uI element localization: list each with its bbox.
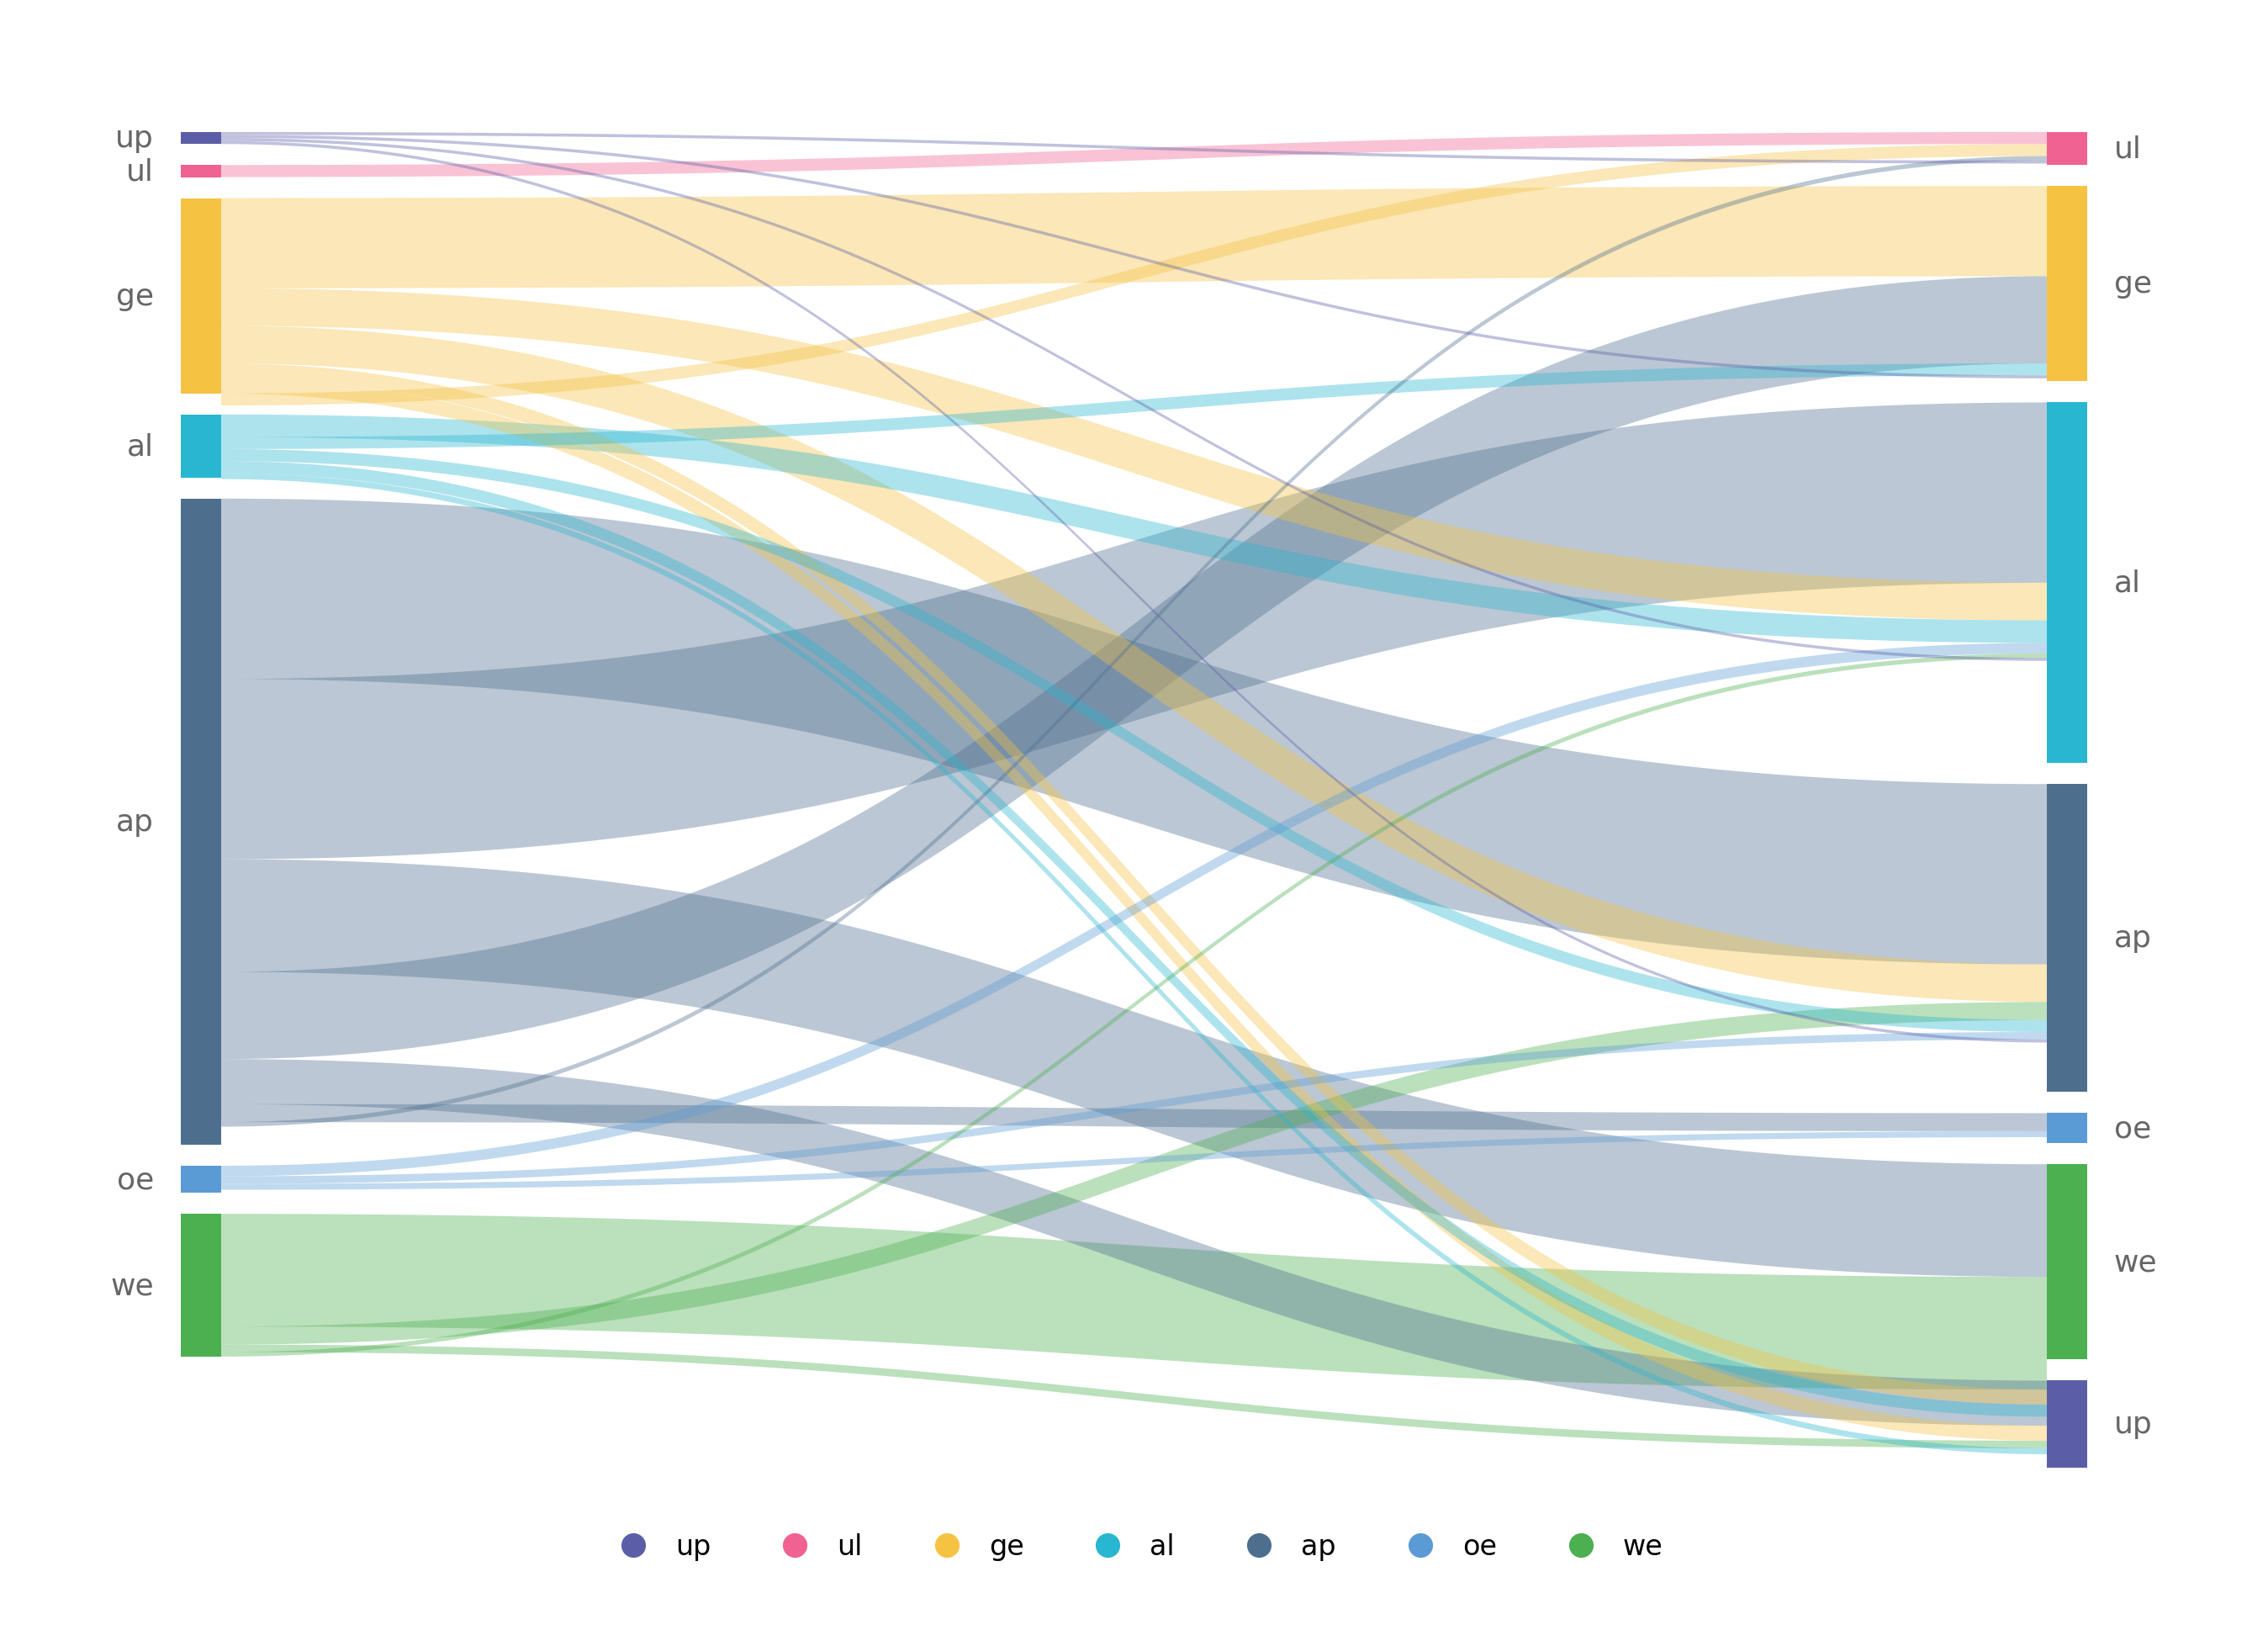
Bar (2046, 1164, 2087, 1360)
Text: we: we (111, 1271, 154, 1300)
Text: ul: ul (2114, 135, 2141, 163)
Polygon shape (222, 133, 2046, 165)
Polygon shape (222, 1060, 2046, 1425)
Text: al: al (2114, 570, 2141, 597)
Text: ap: ap (2114, 923, 2152, 953)
Polygon shape (222, 364, 2046, 449)
Polygon shape (222, 859, 2046, 1277)
Polygon shape (222, 1215, 2046, 1389)
Bar (2046, 186, 2087, 382)
Bar (181, 166, 222, 178)
Text: oe: oe (116, 1165, 154, 1193)
Text: oe: oe (2114, 1114, 2152, 1142)
Polygon shape (222, 379, 2046, 1440)
Polygon shape (222, 415, 2046, 644)
Text: up: up (116, 125, 154, 153)
Polygon shape (222, 290, 2046, 621)
Text: we: we (2114, 1248, 2157, 1276)
Bar (181, 133, 222, 145)
Text: up: up (2114, 1411, 2152, 1439)
Polygon shape (222, 461, 2046, 1417)
Polygon shape (222, 277, 2046, 1060)
Polygon shape (222, 1131, 2046, 1190)
Polygon shape (222, 653, 2046, 1356)
Polygon shape (222, 186, 2046, 290)
Polygon shape (222, 1345, 2046, 1448)
Polygon shape (222, 449, 2046, 1032)
Text: al: al (127, 433, 154, 461)
Bar (2046, 1113, 2087, 1144)
Polygon shape (222, 135, 2046, 379)
Polygon shape (222, 474, 2046, 1455)
Bar (181, 199, 222, 393)
Polygon shape (222, 156, 2046, 1128)
Text: ul: ul (127, 158, 154, 186)
Bar (2046, 785, 2087, 1093)
Bar (2046, 1381, 2087, 1468)
Polygon shape (222, 1104, 2046, 1131)
Polygon shape (222, 133, 2046, 178)
Bar (181, 1165, 222, 1193)
Polygon shape (222, 1002, 2046, 1345)
Polygon shape (222, 138, 2046, 662)
Bar (181, 1215, 222, 1356)
Text: ap: ap (116, 808, 154, 836)
Bar (2046, 403, 2087, 764)
Polygon shape (222, 364, 2046, 1404)
Polygon shape (222, 644, 2046, 1177)
Polygon shape (222, 326, 2046, 1002)
Text: ge: ge (2114, 270, 2152, 298)
Polygon shape (222, 1032, 2046, 1183)
Bar (2046, 133, 2087, 166)
Bar (181, 415, 222, 479)
Legend: up, ul, ge, al, ap, oe, we: up, ul, ge, al, ap, oe, we (606, 1532, 1662, 1560)
Polygon shape (222, 403, 2046, 859)
Text: ge: ge (116, 281, 154, 311)
Polygon shape (222, 145, 2046, 407)
Bar (181, 499, 222, 1146)
Polygon shape (222, 142, 2046, 1044)
Polygon shape (222, 499, 2046, 965)
